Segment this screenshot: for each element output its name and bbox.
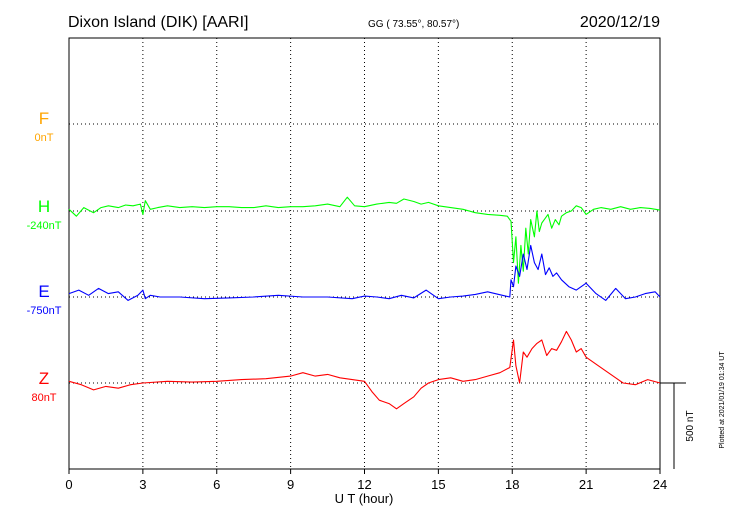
x-tick-label: 3 bbox=[139, 477, 146, 492]
x-tick-label: 18 bbox=[505, 477, 519, 492]
x-tick-label: 6 bbox=[213, 477, 220, 492]
scale-bar-label: 500 nT bbox=[685, 410, 696, 441]
x-tick-label: 9 bbox=[287, 477, 294, 492]
x-axis: 0 3 6 9 12 15 18 21 24 bbox=[65, 469, 667, 492]
grid bbox=[69, 38, 660, 469]
x-tick-label: 24 bbox=[653, 477, 667, 492]
channel-z-label: Z bbox=[39, 369, 49, 388]
channel-z-baseline: 80nT bbox=[31, 392, 56, 404]
trace-h bbox=[68, 196, 661, 284]
traces bbox=[68, 196, 661, 410]
channel-h-label: H bbox=[38, 197, 50, 216]
x-axis-label: U T (hour) bbox=[335, 491, 394, 506]
scale-bar: 500 nT bbox=[660, 382, 696, 469]
channel-e-label: E bbox=[38, 282, 49, 301]
channel-f-baseline: 0nT bbox=[35, 132, 54, 144]
station-title: Dixon Island (DIK) [AARI] bbox=[68, 14, 249, 31]
x-tick-label: 12 bbox=[357, 477, 371, 492]
plotted-timestamp: Plotted at 2021/01/19 01:34 UT bbox=[719, 351, 726, 449]
x-tick-label: 21 bbox=[579, 477, 593, 492]
channel-e-baseline: -750nT bbox=[27, 305, 62, 317]
date-label: 2020/12/19 bbox=[580, 14, 660, 31]
channel-h-baseline: -240nT bbox=[27, 220, 62, 232]
x-tick-label: 0 bbox=[65, 477, 72, 492]
coordinates-label: GG ( 73.55°, 80.57°) bbox=[368, 19, 459, 30]
trace-e bbox=[68, 244, 661, 301]
channel-labels: F 0nT H -240nT E -750nT Z 80nT bbox=[27, 109, 62, 404]
x-tick-label: 15 bbox=[431, 477, 445, 492]
channel-f-label: F bbox=[39, 109, 49, 128]
trace-z bbox=[68, 330, 661, 410]
